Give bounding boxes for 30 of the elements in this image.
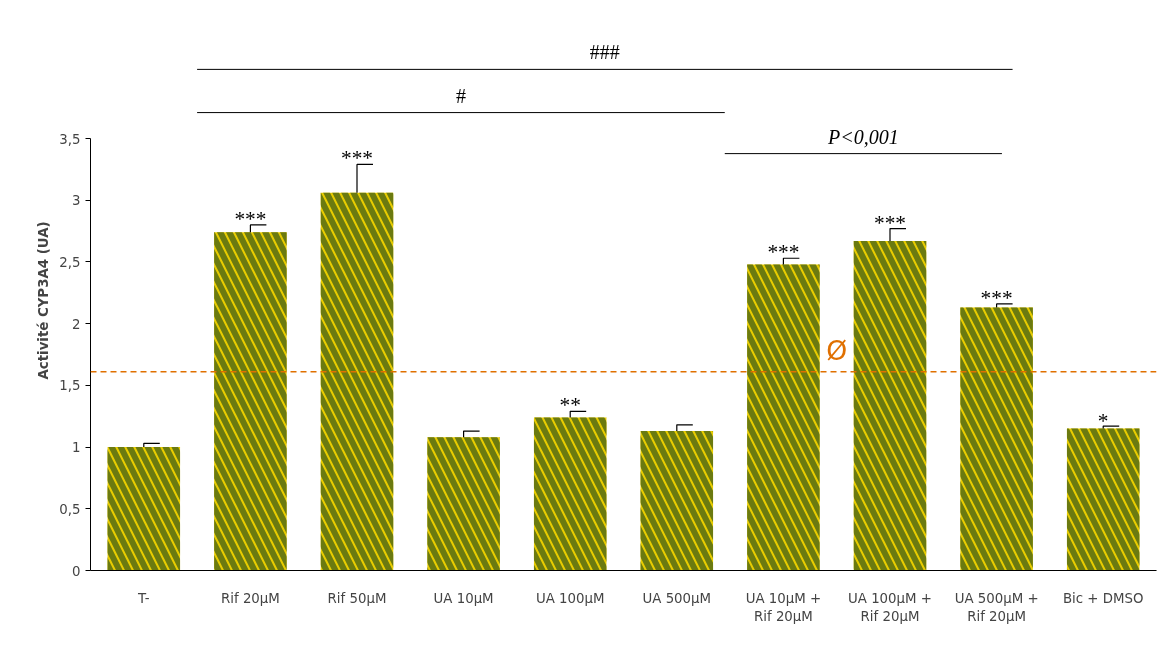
annotation: *** bbox=[341, 146, 373, 171]
y-tick-label: 2,5 bbox=[59, 254, 81, 270]
x-tick-label: Rif 20µM bbox=[220, 590, 280, 606]
x-tick-label: UA 10µM bbox=[433, 590, 494, 606]
x-tick-label: UA 500µM + Rif 20µM bbox=[954, 590, 1039, 624]
ref-line-label: Ø bbox=[826, 334, 848, 366]
annotation: *** bbox=[980, 285, 1013, 310]
annotation: *** bbox=[767, 240, 800, 265]
x-tick-label: Rif 50µM bbox=[327, 590, 387, 606]
y-tick-label: 3 bbox=[72, 193, 81, 209]
y-tick-label: 1,5 bbox=[59, 378, 81, 394]
annotation: P<0,001 bbox=[826, 125, 899, 148]
annotation: * bbox=[1097, 409, 1109, 434]
x-tick-label: UA 100µM bbox=[535, 590, 605, 606]
x-tick-label: UA 500µM bbox=[642, 590, 712, 606]
y-tick-label: 0,5 bbox=[59, 501, 81, 517]
x-tick-label: Bic + DMSO bbox=[1062, 590, 1144, 606]
y-tick-label: 1 bbox=[72, 440, 81, 456]
text: # bbox=[455, 84, 466, 107]
annotation: *** bbox=[234, 206, 267, 231]
text: ### bbox=[589, 41, 620, 64]
annotation: *** bbox=[874, 210, 906, 235]
annotation: ** bbox=[559, 393, 581, 418]
y-tick-label: 2 bbox=[72, 316, 81, 332]
y-axis-title: Activité CYP3A4 (UA) bbox=[36, 221, 52, 380]
x-tick-label: T- bbox=[136, 590, 150, 606]
x-tick-label: UA 100µM + Rif 20µM bbox=[848, 590, 932, 624]
y-tick-label: 3,5 bbox=[59, 131, 81, 147]
x-tick-label: UA 10µM + Rif 20µM bbox=[745, 590, 822, 624]
y-tick-label: 0 bbox=[72, 563, 81, 579]
